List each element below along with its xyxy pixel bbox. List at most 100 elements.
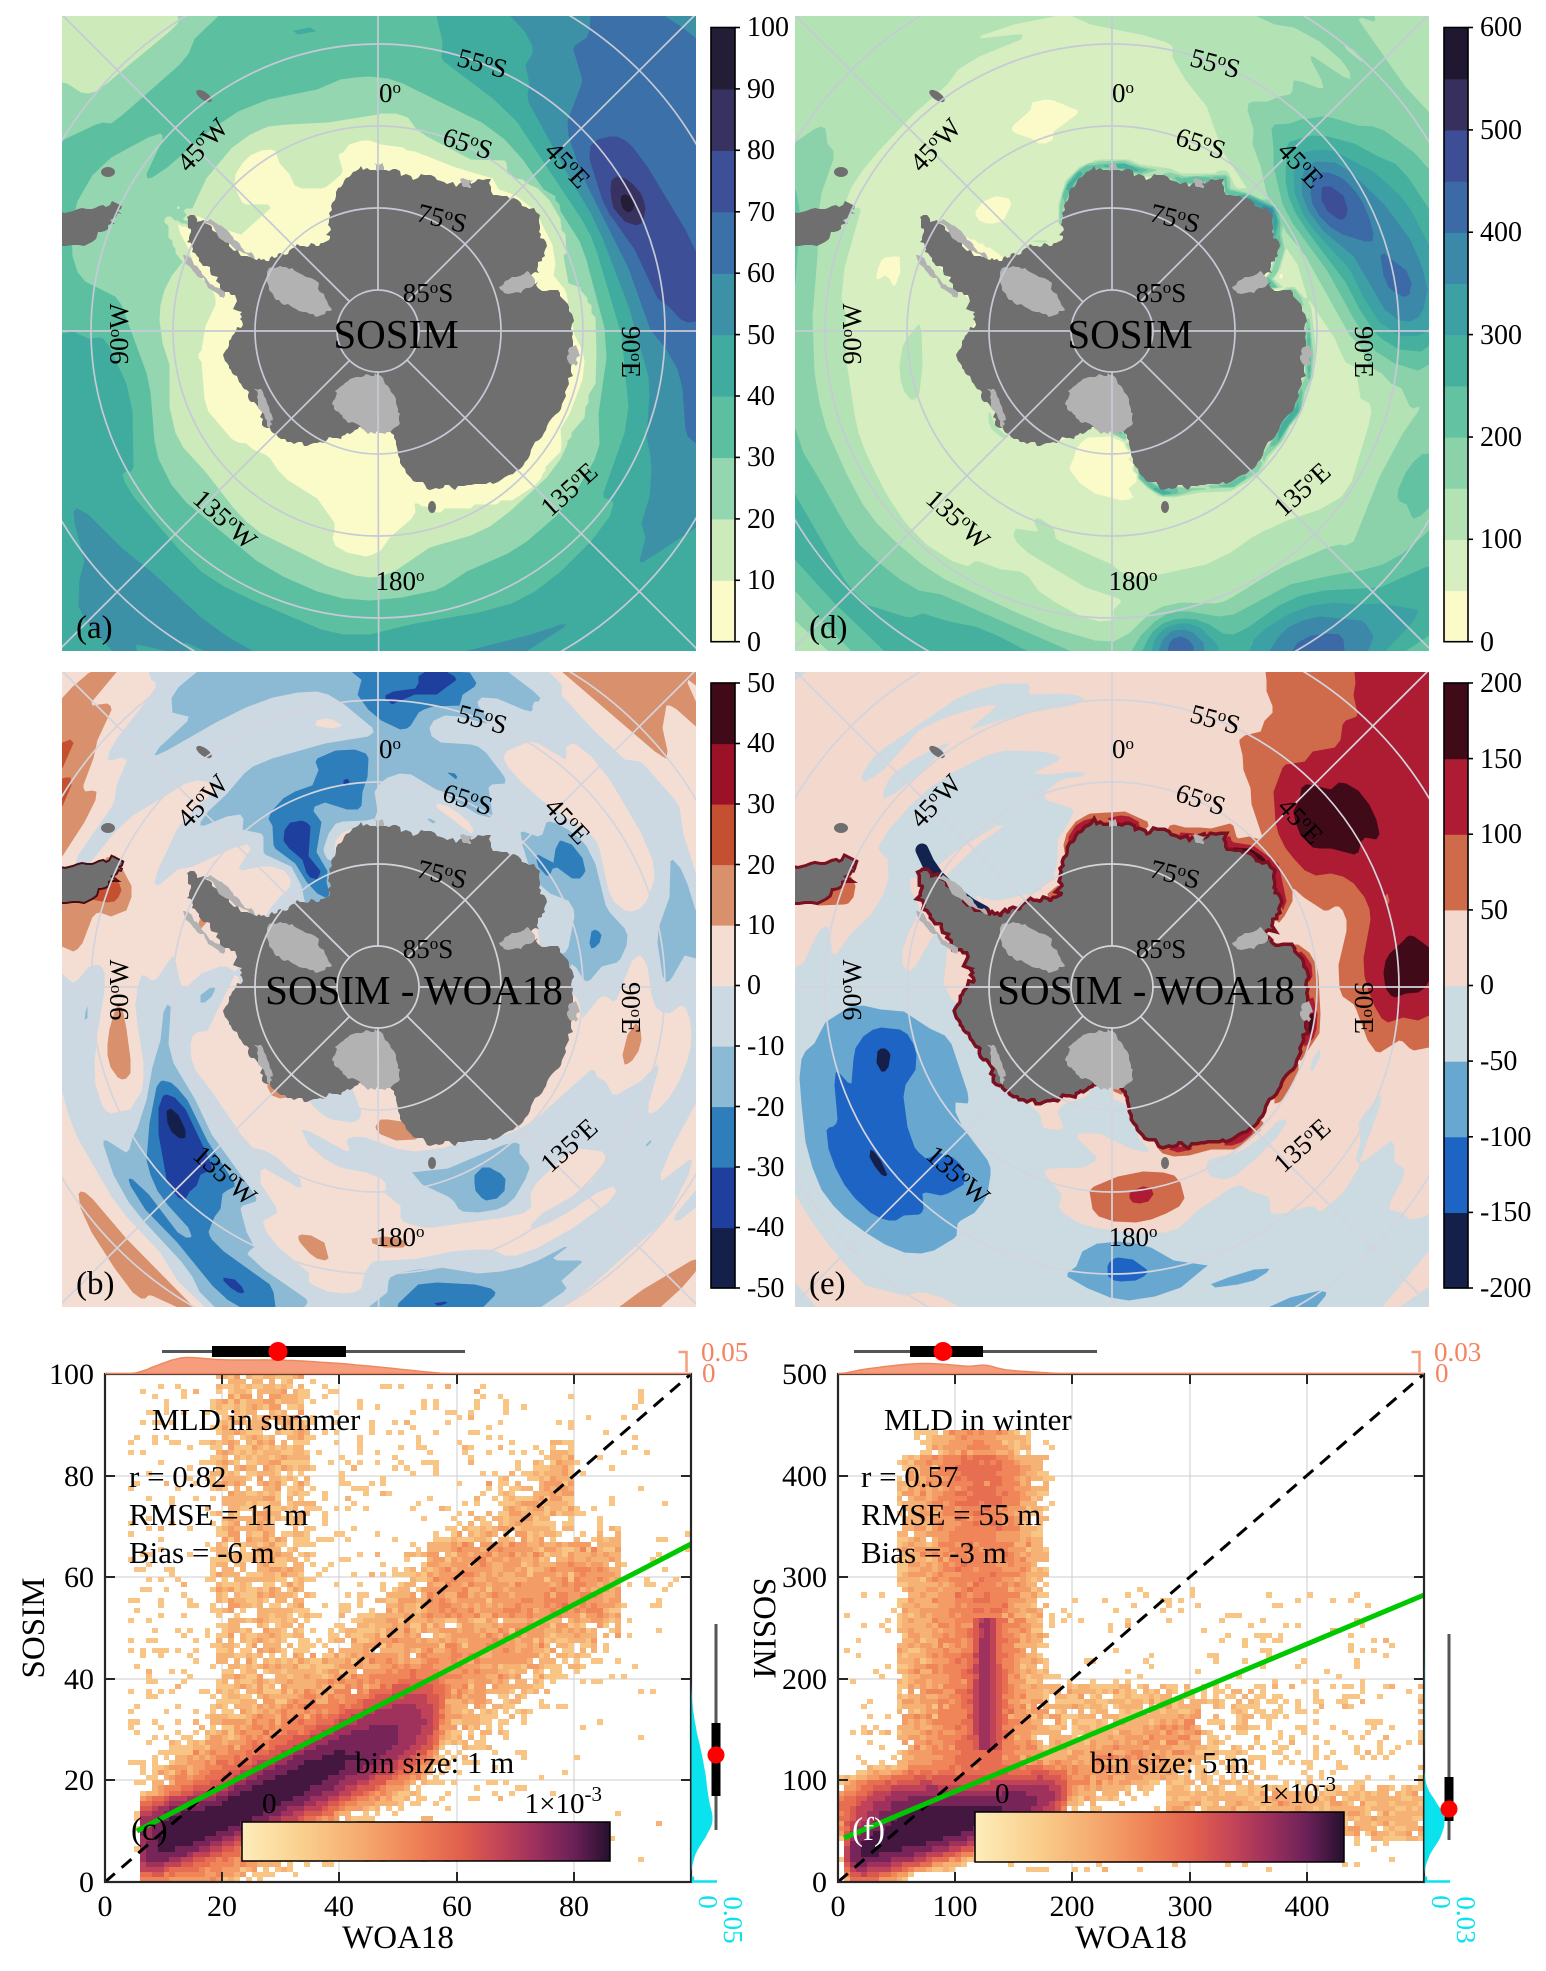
svg-text:(c): (c) [131, 1812, 168, 1848]
svg-text:0.03: 0.03 [1434, 1337, 1481, 1367]
svg-text:60: 60 [442, 1890, 472, 1923]
svg-text:400: 400 [782, 1460, 827, 1493]
svg-text:85oS: 85oS [1136, 934, 1187, 964]
svg-text:50: 50 [747, 668, 775, 699]
svg-text:0: 0 [812, 1866, 827, 1899]
svg-text:90oW: 90oW [104, 959, 134, 1021]
svg-text:300: 300 [782, 1561, 827, 1594]
svg-text:500: 500 [782, 1358, 827, 1391]
svg-text:0: 0 [98, 1890, 113, 1923]
svg-text:0.05: 0.05 [718, 1896, 748, 1943]
svg-text:100: 100 [1480, 819, 1522, 850]
svg-text:40: 40 [64, 1663, 94, 1696]
svg-text:bin size: 5 m: bin size: 5 m [1090, 1745, 1249, 1780]
svg-text:0: 0 [79, 1866, 94, 1899]
svg-text:30: 30 [747, 789, 775, 820]
svg-text:Bias = -6 m: Bias = -6 m [129, 1535, 275, 1570]
svg-text:0.05: 0.05 [701, 1337, 748, 1367]
svg-text:200: 200 [1480, 422, 1522, 453]
svg-text:(f): (f) [852, 1812, 885, 1848]
svg-text:60: 60 [747, 258, 775, 289]
svg-text:-30: -30 [747, 1152, 784, 1183]
svg-text:60: 60 [64, 1561, 94, 1594]
svg-text:500: 500 [1480, 115, 1522, 146]
svg-text:100: 100 [747, 12, 789, 43]
svg-text:(e): (e) [809, 1266, 846, 1302]
svg-text:90oW: 90oW [837, 303, 867, 365]
svg-text:-20: -20 [747, 1092, 784, 1123]
svg-text:90oE: 90oE [1349, 982, 1379, 1034]
svg-text:80: 80 [747, 135, 775, 166]
svg-text:0: 0 [1480, 627, 1494, 658]
svg-text:SOSIM - WOA18: SOSIM - WOA18 [997, 967, 1295, 1013]
svg-text:bin size: 1 m: bin size: 1 m [355, 1745, 514, 1780]
svg-text:150: 150 [1480, 744, 1522, 775]
svg-text:0: 0 [262, 1788, 277, 1820]
svg-text:SOSIM - WOA18: SOSIM - WOA18 [265, 967, 563, 1013]
svg-text:70: 70 [747, 197, 775, 228]
svg-text:SOSIM: SOSIM [333, 311, 458, 357]
svg-text:WOA18: WOA18 [1075, 1920, 1187, 1956]
svg-text:MLD in winter: MLD in winter [884, 1402, 1072, 1437]
svg-text:85oS: 85oS [403, 278, 454, 308]
svg-text:0: 0 [747, 627, 761, 658]
svg-text:-10: -10 [747, 1031, 784, 1062]
svg-text:20: 20 [747, 504, 775, 535]
svg-text:200: 200 [782, 1663, 827, 1696]
svg-text:0: 0 [693, 1895, 723, 1909]
svg-text:0: 0 [831, 1890, 846, 1923]
svg-text:90oW: 90oW [104, 303, 134, 365]
svg-text:200: 200 [1480, 668, 1522, 699]
svg-text:Bias = -3 m: Bias = -3 m [861, 1535, 1007, 1570]
svg-text:20: 20 [64, 1764, 94, 1797]
svg-text:400: 400 [1480, 217, 1522, 248]
svg-text:400: 400 [1285, 1890, 1330, 1923]
svg-text:20: 20 [207, 1890, 237, 1923]
svg-text:90oE: 90oE [1349, 326, 1379, 378]
svg-text:0: 0 [1480, 970, 1494, 1001]
svg-text:r = 0.57: r = 0.57 [861, 1459, 959, 1494]
svg-text:r = 0.82: r = 0.82 [129, 1459, 227, 1494]
svg-text:0: 0 [747, 970, 761, 1001]
svg-text:90oE: 90oE [616, 982, 646, 1034]
svg-text:100: 100 [933, 1890, 978, 1923]
svg-text:0: 0 [1435, 1358, 1449, 1388]
svg-text:100: 100 [49, 1358, 94, 1391]
svg-text:SOSIM: SOSIM [1067, 311, 1192, 357]
svg-text:90oE: 90oE [616, 326, 646, 378]
svg-text:-200: -200 [1480, 1273, 1531, 1304]
svg-text:40: 40 [747, 728, 775, 759]
svg-text:40: 40 [747, 381, 775, 412]
svg-text:20: 20 [747, 850, 775, 881]
svg-text:50: 50 [747, 320, 775, 351]
svg-text:-50: -50 [1480, 1046, 1517, 1077]
svg-text:0.03: 0.03 [1451, 1896, 1481, 1943]
svg-text:MLD in summer: MLD in summer [152, 1402, 361, 1437]
svg-text:RMSE = 11 m: RMSE = 11 m [129, 1497, 308, 1532]
svg-text:-150: -150 [1480, 1197, 1531, 1228]
svg-text:40: 40 [324, 1890, 354, 1923]
svg-text:85oS: 85oS [403, 934, 454, 964]
svg-text:600: 600 [1480, 12, 1522, 43]
svg-text:50: 50 [1480, 895, 1508, 926]
svg-text:0: 0 [1426, 1895, 1456, 1909]
svg-text:10: 10 [747, 565, 775, 596]
svg-text:-40: -40 [747, 1212, 784, 1243]
svg-text:90: 90 [747, 74, 775, 105]
svg-text:(d): (d) [809, 610, 847, 646]
svg-text:(b): (b) [76, 1266, 114, 1302]
svg-text:SOSIM: SOSIM [16, 1578, 52, 1679]
svg-text:RMSE = 55 m: RMSE = 55 m [861, 1497, 1041, 1532]
svg-text:-100: -100 [1480, 1122, 1531, 1153]
svg-text:0: 0 [995, 1778, 1010, 1810]
svg-text:300: 300 [1168, 1890, 1213, 1923]
svg-text:-50: -50 [747, 1273, 784, 1304]
svg-text:10: 10 [747, 910, 775, 941]
svg-text:85oS: 85oS [1136, 278, 1187, 308]
svg-text:80: 80 [64, 1460, 94, 1493]
svg-text:(a): (a) [76, 610, 113, 646]
svg-text:200: 200 [1050, 1890, 1095, 1923]
svg-text:WOA18: WOA18 [342, 1920, 454, 1956]
svg-text:SOSIM: SOSIM [746, 1578, 782, 1679]
svg-text:300: 300 [1480, 320, 1522, 351]
